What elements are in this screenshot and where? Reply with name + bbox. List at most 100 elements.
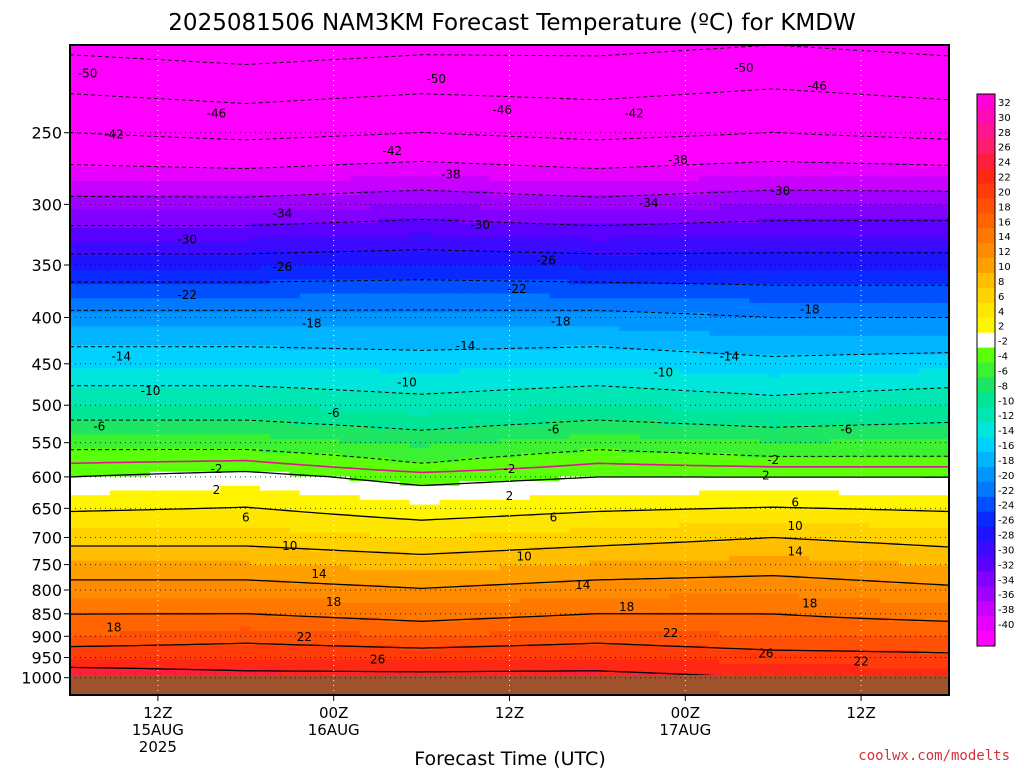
temperature-cell: [219, 143, 231, 149]
temperature-cell: [289, 532, 301, 538]
temperature-cell: [229, 110, 241, 116]
temperature-cell: [279, 490, 291, 496]
temperature-cell: [239, 490, 251, 496]
temperature-cell: [89, 443, 101, 449]
temperature-cell: [339, 101, 351, 107]
temperature-cell: [309, 467, 321, 473]
temperature-cell: [419, 448, 431, 454]
temperature-cell: [149, 293, 161, 299]
temperature-cell: [279, 349, 291, 356]
temperature-cell: [269, 598, 281, 604]
temperature-cell: [249, 49, 261, 55]
temperature-cell: [99, 82, 111, 88]
temperature-cell: [139, 645, 151, 651]
temperature-cell: [269, 45, 281, 51]
temperature-cell: [419, 354, 431, 360]
temperature-cell: [419, 607, 431, 614]
temperature-cell: [269, 284, 281, 290]
temperature-cell: [259, 307, 271, 313]
temperature-cell: [379, 298, 391, 304]
temperature-cell: [89, 513, 101, 520]
temperature-cell: [119, 171, 131, 177]
temperature-cell: [259, 265, 271, 271]
temperature-cell: [259, 448, 271, 454]
temperature-cell: [359, 429, 371, 435]
temperature-cell: [399, 607, 411, 614]
temperature-cell: [189, 401, 201, 407]
temperature-cell: [349, 110, 361, 116]
temperature-cell: [89, 284, 101, 290]
temperature-cell: [209, 176, 221, 182]
temperature-cell: [379, 659, 391, 665]
temperature-cell: [189, 635, 201, 642]
temperature-cell: [109, 434, 121, 440]
temperature-cell: [399, 237, 411, 243]
temperature-cell: [109, 462, 121, 468]
temperature-cell: [179, 270, 191, 276]
temperature-cell: [79, 335, 91, 342]
temperature-cell: [279, 129, 291, 135]
temperature-cell: [369, 302, 381, 309]
temperature-cell: [129, 349, 141, 356]
temperature-cell: [269, 331, 281, 337]
temperature-cell: [259, 537, 271, 543]
temperature-cell: [379, 513, 391, 520]
temperature-cell: [339, 321, 351, 327]
temperature-cell: [229, 424, 241, 431]
temperature-cell: [359, 612, 371, 618]
temperature-cell: [269, 574, 281, 581]
temperature-cell: [79, 513, 91, 520]
temperature-cell: [329, 63, 341, 70]
temperature-cell: [70, 180, 81, 187]
temperature-cell: [379, 241, 391, 248]
temperature-cell: [319, 603, 331, 609]
temperature-cell: [219, 649, 231, 656]
temperature-cell: [70, 551, 81, 557]
temperature-cell: [169, 518, 181, 524]
temperature-cell: [89, 476, 101, 482]
temperature-cell: [159, 377, 171, 384]
temperature-cell: [89, 279, 101, 285]
temperature-cell: [299, 420, 311, 426]
temperature-cell: [399, 387, 411, 393]
temperature-cell: [179, 574, 191, 581]
temperature-cell: [70, 434, 81, 440]
temperature-cell: [419, 91, 431, 98]
temperature-cell: [219, 462, 231, 468]
temperature-cell: [89, 45, 101, 51]
temperature-cell: [70, 105, 81, 112]
temperature-cell: [119, 185, 131, 191]
temperature-cell: [119, 256, 131, 262]
temperature-cell: [409, 457, 421, 463]
temperature-cell: [369, 251, 381, 257]
temperature-cell: [299, 429, 311, 435]
temperature-cell: [229, 96, 241, 102]
temperature-cell: [249, 293, 261, 299]
temperature-cell: [289, 134, 301, 140]
temperature-cell: [239, 452, 251, 459]
temperature-cell: [109, 574, 121, 581]
temperature-cell: [199, 129, 211, 135]
temperature-cell: [219, 316, 231, 323]
temperature-cell: [399, 298, 411, 304]
temperature-cell: [349, 185, 361, 191]
temperature-cell: [399, 87, 411, 93]
temperature-cell: [109, 603, 121, 609]
temperature-cell: [139, 340, 151, 346]
temperature-cell: [279, 284, 291, 290]
temperature-cell: [289, 574, 301, 581]
temperature-cell: [269, 363, 281, 370]
temperature-cell: [189, 91, 201, 98]
temperature-cell: [70, 377, 81, 384]
temperature-cell: [129, 560, 141, 567]
temperature-cell: [109, 448, 121, 454]
temperature-cell: [329, 410, 341, 417]
temperature-cell: [399, 396, 411, 402]
temperature-cell: [99, 293, 111, 299]
temperature-cell: [79, 265, 91, 271]
temperature-cell: [279, 166, 291, 173]
temperature-cell: [79, 443, 91, 449]
temperature-cell: [239, 377, 251, 384]
temperature-cell: [249, 495, 261, 501]
temperature-cell: [309, 570, 321, 576]
